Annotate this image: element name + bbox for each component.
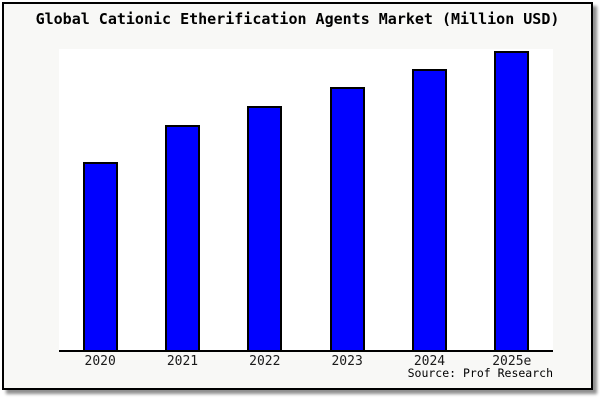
x-tick-label-2024: 2024 [413, 354, 446, 369]
bar-slot [59, 49, 141, 350]
plot-area [59, 49, 553, 352]
bar-2023 [329, 87, 365, 350]
x-tick-label-2022: 2022 [249, 354, 281, 369]
bar-2025e [494, 51, 530, 350]
x-tick-label-2021: 2021 [166, 354, 199, 369]
bar-slot [141, 49, 223, 350]
bar-slot [471, 49, 553, 350]
source-label: Source: Prof Research [407, 366, 553, 380]
chart-frame: Global Cationic Etherification Agents Ma… [2, 2, 593, 390]
bar-2024 [411, 69, 447, 350]
bars-container [59, 49, 553, 350]
bar-slot [306, 49, 388, 350]
chart-title: Global Cationic Etherification Agents Ma… [35, 10, 560, 28]
x-tick-label-2020: 2020 [84, 354, 116, 369]
bar-2022 [247, 106, 283, 350]
bar-slot [224, 49, 306, 350]
x-tick-label-2025e: 2025e [492, 354, 532, 369]
bar-slot [388, 49, 470, 350]
x-axis-labels: 2020 2021 2022 2023 2024 2025e [59, 354, 553, 369]
bar-2020 [82, 162, 118, 350]
bar-2021 [164, 125, 200, 350]
x-tick-label-2023: 2023 [331, 354, 363, 369]
